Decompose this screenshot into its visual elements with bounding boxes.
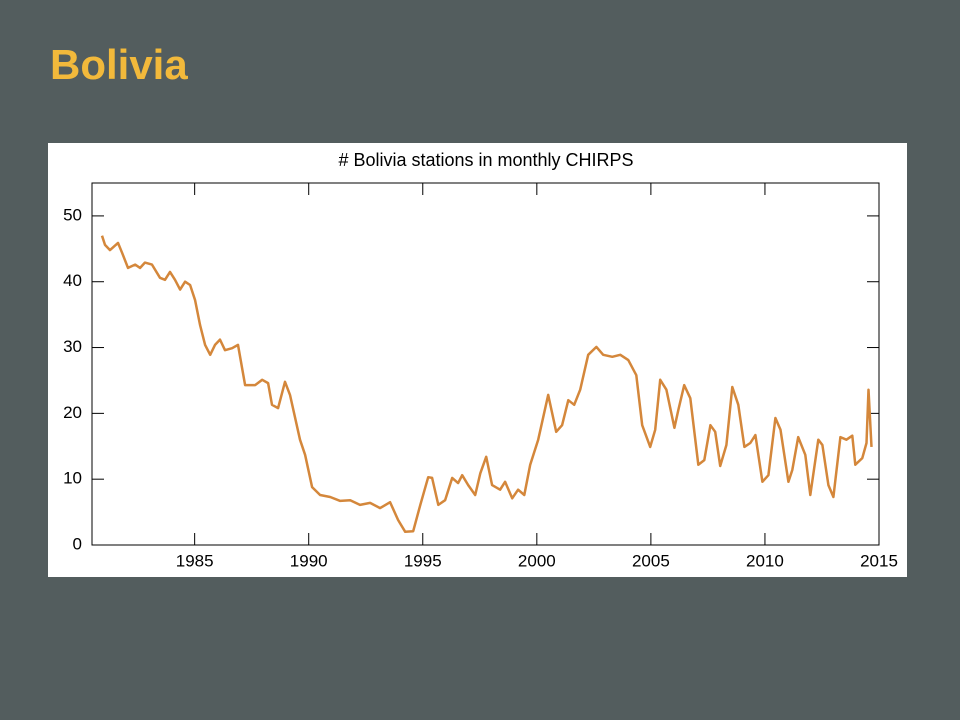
y-tick-label: 50 (63, 205, 82, 224)
y-tick-label: 0 (73, 534, 82, 553)
x-tick-label: 2015 (860, 551, 898, 570)
y-tick-label: 30 (63, 337, 82, 356)
y-tick-label: 10 (63, 469, 82, 488)
plot-frame (91, 182, 880, 546)
chart-title: # Bolivia stations in monthly CHIRPS (338, 150, 633, 170)
x-tick-label: 2005 (632, 551, 670, 570)
y-tick-label: 20 (63, 403, 82, 422)
slide-title: Bolivia (50, 41, 188, 88)
chart-panel (48, 143, 907, 577)
x-tick-label: 1990 (290, 551, 328, 570)
x-tick-label: 2000 (518, 551, 556, 570)
y-tick-label: 40 (63, 271, 82, 290)
x-tick-label: 1995 (404, 551, 442, 570)
x-tick-label: 2010 (746, 551, 784, 570)
data-line (100, 235, 873, 534)
x-tick-label: 1985 (176, 551, 214, 570)
